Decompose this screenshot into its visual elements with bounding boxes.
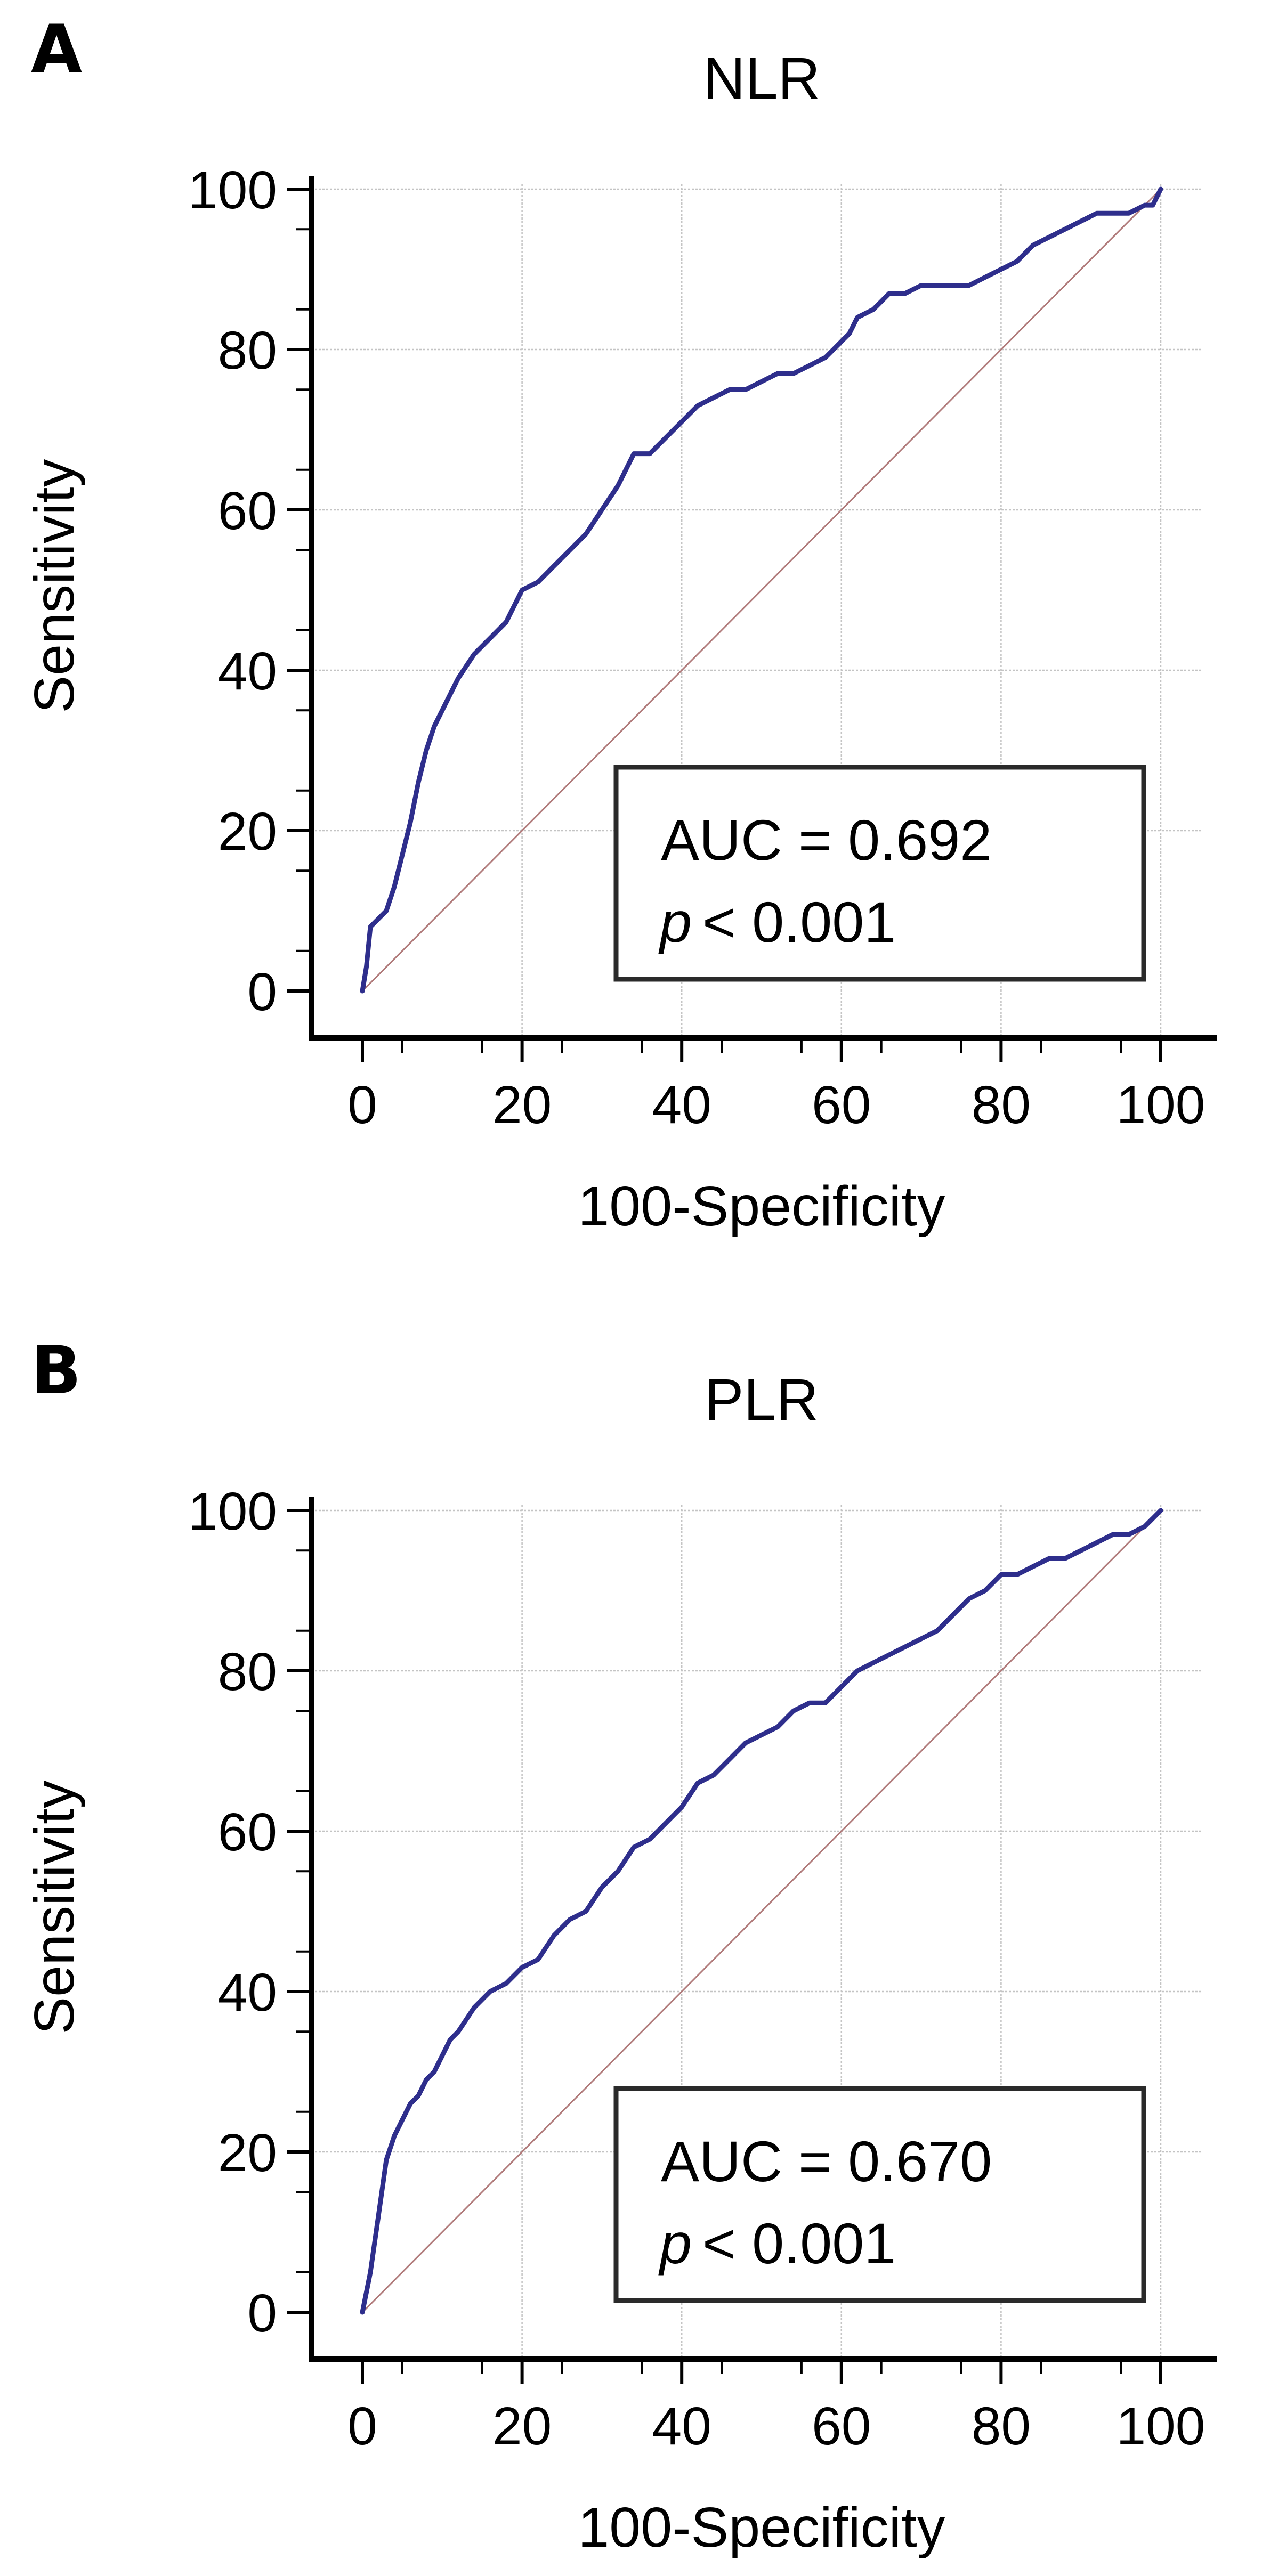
panel-label-b: B <box>31 1332 82 1409</box>
y-tick-label-a-100: 100 <box>188 160 277 220</box>
annotation-frame-b <box>613 2086 1146 2303</box>
chart-title-b: PLR <box>705 1367 819 1433</box>
p-value-b: < 0.001 <box>702 2211 896 2276</box>
x-tick-labels-a: 0 20 40 60 80 100 <box>347 1075 1205 1135</box>
x-axis-label-a: 100-Specificity <box>578 1175 945 1238</box>
y-tick-label-b-60: 60 <box>218 1802 277 1862</box>
x-tick-label-a-40: 40 <box>652 1075 711 1135</box>
panel-a: A NLR AUC = 0.692 p < 0.001 0 20 40 60 80 100… <box>23 11 1217 1238</box>
x-tick-label-a-80: 80 <box>972 1075 1031 1135</box>
axes-b <box>309 1497 1217 2362</box>
axes-a <box>309 176 1217 1041</box>
roc-curve-b <box>360 1508 1163 2315</box>
x-tick-label-b-20: 20 <box>492 2396 552 2456</box>
x-tick-label-b-60: 60 <box>812 2396 871 2456</box>
x-tick-label-a-0: 0 <box>347 1075 377 1135</box>
x-tick-label-b-80: 80 <box>972 2396 1031 2456</box>
x-tick-label-b-40: 40 <box>652 2396 711 2456</box>
y-tick-label-b-100: 100 <box>188 1482 277 1541</box>
x-axis-label-b: 100-Specificity <box>578 2496 945 2559</box>
x-tick-label-a-100: 100 <box>1117 1075 1206 1135</box>
y-tick-label-a-60: 60 <box>218 481 277 541</box>
p-symbol-b: p <box>658 2211 692 2276</box>
annotation-frame-a <box>613 765 1146 982</box>
reference-line-b <box>361 1509 1162 2313</box>
panel-label-a: A <box>31 11 82 88</box>
annotation-box-b: AUC = 0.670 p < 0.001 <box>613 2086 1146 2303</box>
y-tick-label-b-20: 20 <box>218 2123 277 2183</box>
auc-value-a: AUC = 0.692 <box>661 808 992 872</box>
x-tick-label-a-60: 60 <box>812 1075 871 1135</box>
x-tick-label-b-0: 0 <box>347 2396 377 2456</box>
y-tick-labels-b: 0 20 40 60 80 100 <box>188 1482 277 2343</box>
y-tick-label-b-80: 80 <box>218 1642 277 1702</box>
y-tick-label-a-20: 20 <box>218 802 277 862</box>
chart-title-a: NLR <box>703 46 820 111</box>
y-axis-label-a: Sensitivity <box>23 459 86 713</box>
y-tick-label-a-80: 80 <box>218 321 277 380</box>
p-value-a: < 0.001 <box>702 890 896 954</box>
annotation-box-a: AUC = 0.692 p < 0.001 <box>613 765 1146 982</box>
y-axis-label-b: Sensitivity <box>23 1780 86 2034</box>
y-tick-labels-a: 0 20 40 60 80 100 <box>188 160 277 1022</box>
x-tick-label-b-100: 100 <box>1117 2396 1206 2456</box>
y-tick-label-a-0: 0 <box>247 962 277 1022</box>
gridlines-a <box>311 184 1203 1038</box>
p-symbol-a: p <box>658 890 692 954</box>
minor-ticks-a <box>287 188 1162 1062</box>
y-tick-label-a-40: 40 <box>218 641 277 701</box>
y-tick-label-b-40: 40 <box>218 1963 277 2022</box>
x-tick-labels-b: 0 20 40 60 80 100 <box>347 2396 1205 2456</box>
minor-ticks-b <box>287 1509 1162 2384</box>
y-tick-label-b-0: 0 <box>247 2284 277 2343</box>
auc-value-b: AUC = 0.670 <box>661 2129 992 2193</box>
x-tick-label-a-20: 20 <box>492 1075 552 1135</box>
reference-line-a <box>361 188 1162 992</box>
panel-b: B PLR AUC = 0.670 p < 0.001 0 20 40 60 80 100… <box>23 1332 1217 2559</box>
roc-curve-a <box>360 186 1163 994</box>
